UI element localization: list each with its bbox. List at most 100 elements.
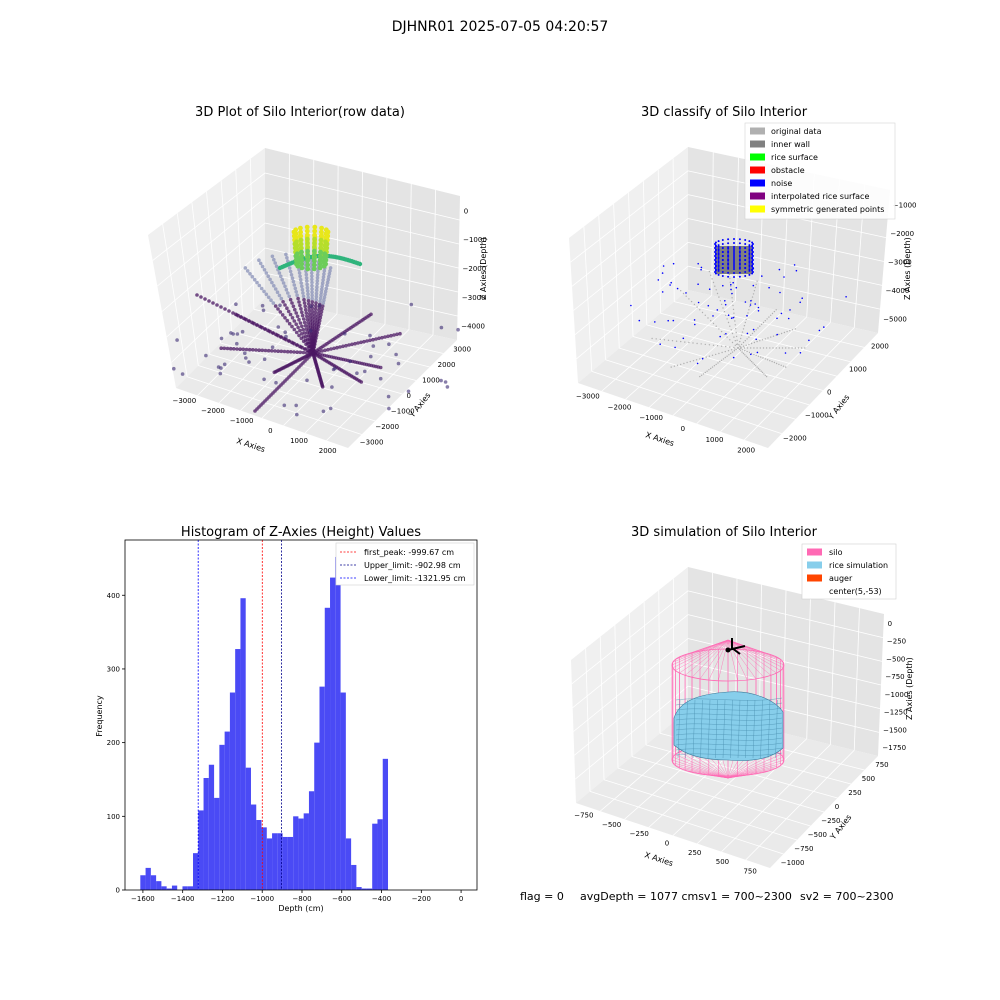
panel1-point bbox=[270, 280, 274, 285]
panel1-point bbox=[257, 348, 262, 353]
panel1-point bbox=[322, 298, 326, 303]
panel1-point bbox=[292, 350, 296, 354]
panel2-x-tick: −3000 bbox=[576, 392, 600, 400]
panel2-point bbox=[752, 251, 754, 253]
panel1-point bbox=[317, 318, 322, 323]
panel2-point bbox=[752, 362, 754, 364]
panel1-point bbox=[299, 265, 305, 271]
panel2-point bbox=[789, 330, 791, 332]
rice-mesh-line bbox=[675, 697, 783, 701]
histogram-reference-lines bbox=[197, 540, 282, 890]
rice-mesh-line bbox=[675, 712, 783, 716]
histogram-legend: first_peak: -999.67 cm Upper_limit: -902.… bbox=[335, 542, 475, 586]
panel2-point bbox=[793, 264, 796, 266]
auger-arm-2 bbox=[731, 647, 741, 655]
panel1-point bbox=[290, 301, 294, 305]
panel2-point bbox=[749, 359, 751, 361]
panel1-point bbox=[275, 290, 280, 295]
panel2-x-label: X Axies bbox=[644, 430, 675, 448]
panel1-grid-line bbox=[264, 172, 460, 221]
panel1-point bbox=[222, 362, 227, 367]
panel1-point bbox=[295, 343, 299, 347]
panel1-point bbox=[264, 271, 269, 275]
panel2-point bbox=[714, 267, 716, 269]
silo-cone-wire bbox=[679, 767, 729, 779]
panel2-point bbox=[727, 262, 730, 265]
panel2-point bbox=[733, 248, 735, 250]
silo-roof-wire bbox=[727, 639, 765, 678]
panel2-point bbox=[733, 350, 736, 352]
panel1-point bbox=[277, 271, 282, 275]
panel2-point bbox=[760, 370, 762, 372]
panel2-point bbox=[762, 321, 765, 324]
panel2-point bbox=[749, 305, 751, 308]
panel2-point bbox=[717, 265, 720, 268]
rice-mesh-line bbox=[675, 737, 783, 741]
panel1-point bbox=[357, 261, 363, 267]
panel2-point bbox=[684, 341, 686, 343]
panel2-point bbox=[714, 249, 717, 252]
panel2-point bbox=[783, 276, 785, 278]
panel1-point bbox=[305, 289, 310, 293]
panel2-point bbox=[744, 263, 747, 265]
panel2-point bbox=[744, 247, 747, 249]
panel2-point bbox=[735, 331, 737, 334]
panel1-point bbox=[253, 409, 257, 413]
panel-simulation: 3D simulation of Silo Interior −750 −500 −… bbox=[571, 525, 914, 875]
panel4-grid-line bbox=[574, 685, 689, 780]
panel2-point bbox=[722, 358, 725, 360]
panel1-point bbox=[293, 286, 298, 291]
panel2-point bbox=[672, 319, 675, 322]
panel2-point bbox=[670, 366, 672, 368]
panel2-point bbox=[748, 264, 751, 267]
footer-sv2: sv2 = 700~2300 bbox=[800, 890, 894, 903]
panel2-point bbox=[740, 350, 742, 352]
panel1-point bbox=[314, 288, 319, 293]
panel2-point bbox=[717, 240, 720, 243]
panel2-point bbox=[733, 264, 735, 266]
rice-mesh-line bbox=[675, 732, 783, 736]
panel4-grid-line bbox=[573, 638, 689, 732]
panel1-point bbox=[279, 335, 283, 339]
panel2-point bbox=[736, 343, 739, 345]
panel1-point bbox=[279, 349, 284, 354]
panel2-point bbox=[748, 257, 751, 260]
histogram-y-tick-label: 200 bbox=[107, 739, 120, 747]
panel1-point bbox=[303, 307, 308, 312]
panel2-point bbox=[734, 344, 736, 346]
panel2-point bbox=[725, 333, 727, 335]
panel1-point bbox=[317, 303, 322, 308]
rice-mesh-line bbox=[730, 699, 733, 759]
panel2-grid-line bbox=[576, 265, 689, 360]
panel2-point bbox=[757, 355, 760, 357]
panel2-point bbox=[748, 261, 751, 264]
panel1-point bbox=[298, 277, 303, 282]
panel2-point bbox=[748, 240, 751, 243]
panel2-point bbox=[746, 338, 748, 340]
panel2-points bbox=[630, 238, 847, 378]
panel2-point bbox=[708, 270, 711, 273]
panel1-point bbox=[302, 331, 307, 335]
panel1-point bbox=[272, 284, 276, 288]
panel1-point bbox=[282, 349, 287, 354]
panel2-point bbox=[750, 347, 752, 349]
panel2-point bbox=[752, 243, 754, 245]
panel1-point bbox=[303, 324, 308, 328]
panel1-point bbox=[305, 256, 311, 262]
panel2-point bbox=[731, 341, 734, 344]
panel2-point bbox=[781, 347, 784, 349]
histogram-bar bbox=[198, 810, 204, 890]
panel1-point bbox=[240, 329, 245, 334]
panel2-point bbox=[714, 259, 716, 261]
panel2-point bbox=[773, 361, 776, 364]
panel2-point bbox=[699, 309, 701, 311]
histogram-x-tick-label: −400 bbox=[372, 895, 391, 903]
panel2-point bbox=[719, 335, 721, 338]
panel1-point bbox=[251, 348, 255, 352]
rice-mesh-line bbox=[760, 699, 763, 759]
panel2-x-tick: −1000 bbox=[639, 414, 663, 422]
panel2-point bbox=[789, 309, 791, 311]
panel1-point bbox=[245, 269, 250, 273]
panel1-point bbox=[344, 343, 348, 348]
histogram-bar bbox=[372, 823, 378, 890]
